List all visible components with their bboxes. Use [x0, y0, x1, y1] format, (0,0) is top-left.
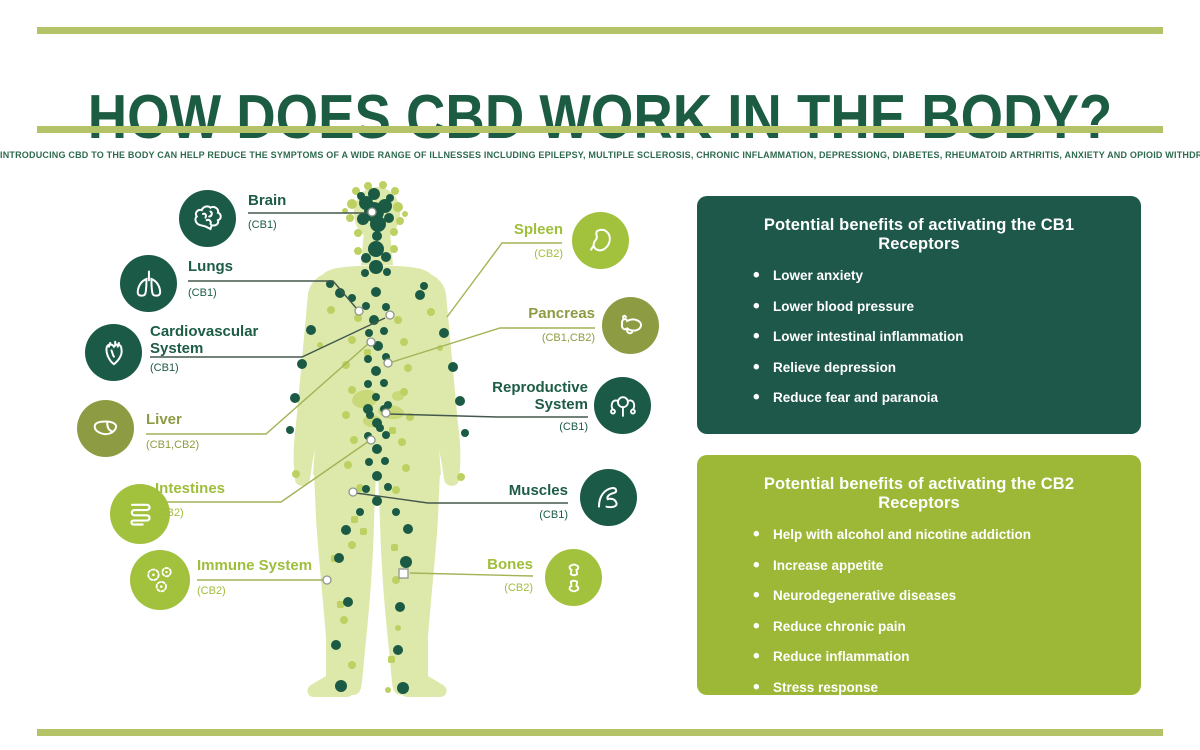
organ-label-spleen: Spleen — [513, 221, 563, 238]
liver-icon — [77, 400, 134, 457]
organ-label-bones: Bones — [487, 556, 533, 573]
organ-receptor-pancreas: (CB1,CB2) — [541, 332, 595, 344]
organ-label-immune-system: Immune System — [197, 557, 313, 574]
immune-system-icon — [130, 550, 190, 610]
cb1-panel-title: Potential benefits of activating the CB1… — [763, 216, 1075, 253]
organ-receptor-intestines: (CB2) — [155, 507, 184, 519]
bones-icon — [545, 549, 602, 606]
organ-receptor-muscles: (CB1) — [539, 509, 568, 521]
organ-label-cardiovascular: Cardiovascular System — [150, 323, 259, 357]
heart-icon — [85, 324, 142, 381]
organ-label-muscles: Muscles — [508, 482, 568, 499]
page-title: HOW DOES CBD WORK IN THE BODY? — [87, 82, 1113, 152]
intestines-icon — [110, 484, 170, 544]
pancreas-icon — [602, 297, 659, 354]
cb2-benefit-item: Reduce chronic pain — [753, 616, 1113, 638]
cb1-benefit-item: Relieve depression — [753, 357, 1113, 379]
muscles-icon — [580, 469, 637, 526]
cb1-benefits-panel: Potential benefits of activating the CB1… — [697, 196, 1141, 434]
organ-receptor-reproductive-system: (CB1) — [559, 421, 588, 433]
title-divider-bar — [37, 126, 1163, 133]
organ-receptor-spleen: (CB2) — [534, 248, 563, 260]
bottom-divider-bar — [37, 729, 1163, 736]
cb2-benefit-item: Stress response — [753, 677, 1113, 699]
top-divider-bar — [37, 27, 1163, 34]
cb1-benefit-item: Reduce fear and paranoia — [753, 387, 1113, 409]
cb1-benefit-item: Lower blood pressure — [753, 296, 1113, 318]
cb2-benefits-panel: Potential benefits of activating the CB2… — [697, 455, 1141, 699]
organ-label-liver: Liver — [146, 411, 182, 428]
cb2-benefit-item: Increase appetite — [753, 555, 1113, 577]
lungs-icon — [120, 255, 177, 312]
brain-icon — [179, 190, 236, 247]
organ-receptor-brain: (CB1) — [248, 219, 277, 231]
organ-receptor-immune-system: (CB2) — [197, 585, 226, 597]
cb1-benefit-item: Lower anxiety — [753, 265, 1113, 287]
organ-label-brain: Brain — [248, 192, 287, 209]
cb2-benefit-item: Neurodegenerative diseases — [753, 585, 1113, 607]
organ-label-pancreas: Pancreas — [528, 305, 595, 322]
spleen-icon — [572, 212, 629, 269]
organ-receptor-liver: (CB1,CB2) — [146, 439, 200, 451]
cb2-benefit-item: Reduce inflammation — [753, 646, 1113, 668]
cb2-panel-title: Potential benefits of activating the CB2… — [763, 475, 1075, 512]
reproductive-system-icon — [594, 377, 651, 434]
cb1-benefit-item: Lower intestinal inflammation — [753, 326, 1113, 348]
organ-receptor-bones: (CB2) — [504, 582, 533, 594]
organ-label-intestines: Intestines — [155, 480, 226, 497]
cb2-benefit-item: Help with alcohol and nicotine addiction — [753, 524, 1113, 546]
cb2-benefits-list: Help with alcohol and nicotine addiction… — [725, 524, 1113, 699]
organ-receptor-cardiovascular: (CB1) — [150, 362, 179, 374]
organ-receptor-lungs: (CB1) — [188, 287, 217, 299]
organ-label-lungs: Lungs — [188, 258, 233, 275]
intro-subtitle: INTRODUCING CBD TO THE BODY CAN HELP RED… — [0, 150, 1200, 160]
cb1-benefits-list: Lower anxiety Lower blood pressure Lower… — [725, 265, 1113, 409]
organ-label-reproductive-system: Reproductive System — [492, 379, 588, 413]
